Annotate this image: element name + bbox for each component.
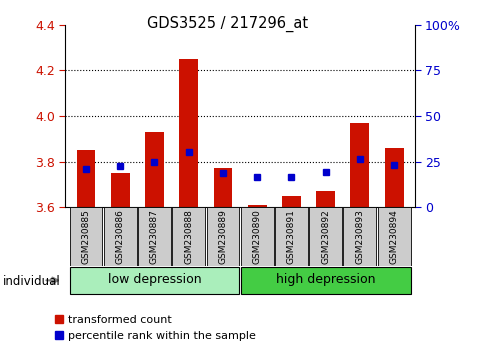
Bar — [316, 191, 334, 207]
Bar — [240, 267, 410, 294]
Bar — [172, 207, 205, 266]
Text: low depression: low depression — [107, 273, 201, 286]
Bar — [309, 207, 341, 266]
Text: GSM230893: GSM230893 — [355, 209, 363, 264]
Text: GSM230887: GSM230887 — [150, 209, 159, 264]
Text: GSM230885: GSM230885 — [81, 209, 91, 264]
Bar — [247, 205, 266, 207]
Bar — [138, 207, 170, 266]
Bar — [240, 207, 273, 266]
Bar — [350, 123, 368, 207]
Legend: transformed count, percentile rank within the sample: transformed count, percentile rank withi… — [54, 315, 256, 341]
Text: high depression: high depression — [275, 273, 375, 286]
Text: GSM230894: GSM230894 — [389, 209, 398, 264]
Bar — [145, 132, 164, 207]
Bar — [69, 267, 239, 294]
Bar — [76, 150, 95, 207]
Text: GSM230888: GSM230888 — [184, 209, 193, 264]
Bar — [104, 207, 136, 266]
Text: GSM230892: GSM230892 — [320, 209, 330, 264]
Bar — [281, 196, 300, 207]
Text: individual: individual — [2, 275, 60, 288]
Text: GSM230891: GSM230891 — [287, 209, 295, 264]
Bar — [111, 173, 129, 207]
Bar — [377, 207, 410, 266]
Text: GDS3525 / 217296_at: GDS3525 / 217296_at — [147, 16, 308, 32]
Bar — [274, 207, 307, 266]
Bar — [179, 59, 198, 207]
Bar — [213, 169, 232, 207]
Text: GSM230886: GSM230886 — [116, 209, 124, 264]
Bar — [206, 207, 239, 266]
Text: GSM230890: GSM230890 — [252, 209, 261, 264]
Bar — [384, 148, 403, 207]
Bar — [343, 207, 376, 266]
Bar — [69, 207, 102, 266]
Text: GSM230889: GSM230889 — [218, 209, 227, 264]
